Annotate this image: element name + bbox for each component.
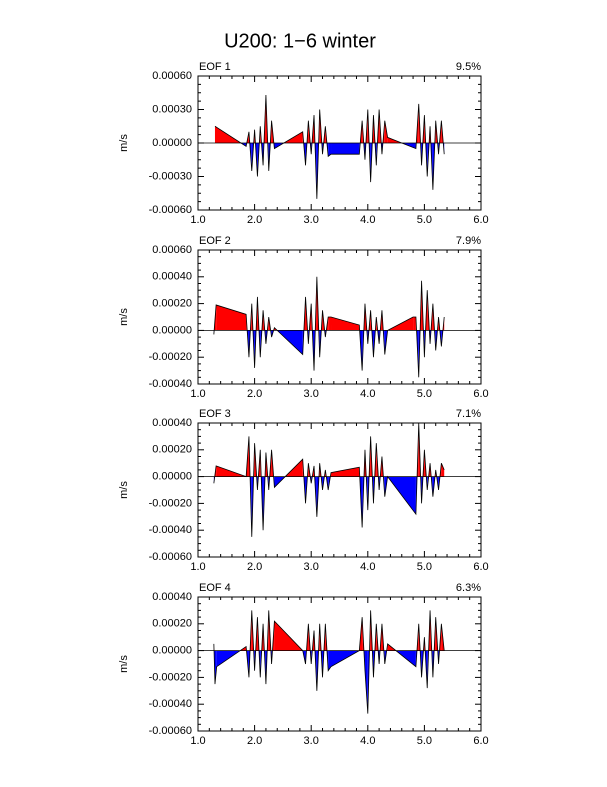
- y-tick-label: -0.00020: [149, 351, 192, 363]
- x-tick-label: 1.0: [190, 735, 205, 747]
- x-tick-label: 2.0: [247, 214, 262, 226]
- x-tick-label: 2.0: [247, 561, 262, 573]
- panel: -0.00060 -0.00040 -0.00020 0.00000 0.00020 0.…: [118, 582, 489, 747]
- y-tick-label: 0.00040: [152, 271, 192, 283]
- data-line: [214, 94, 445, 199]
- x-tick-label: 6.0: [473, 735, 488, 747]
- y-tick-label: -0.00060: [149, 725, 192, 737]
- y-tick-label: -0.00030: [149, 170, 192, 182]
- panel-label: EOF 2: [199, 235, 231, 247]
- x-tick-label: 4.0: [360, 735, 375, 747]
- x-tick-label: 3.0: [304, 214, 319, 226]
- y-tick-label: 0.00000: [152, 324, 192, 336]
- x-tick-label: 1.0: [190, 561, 205, 573]
- negative-fill: [328, 650, 332, 671]
- panel-annotation: 7.9%: [456, 235, 481, 247]
- y-tick-label: -0.00040: [149, 698, 192, 710]
- positive-fill: [216, 304, 247, 331]
- panel-label: EOF 1: [199, 61, 231, 73]
- x-tick-label: 1.0: [190, 388, 205, 400]
- y-tick-label: 0.00060: [152, 244, 192, 256]
- positive-fill: [441, 463, 445, 477]
- y-tick-label: -0.00040: [149, 378, 192, 390]
- data-line: [213, 276, 445, 378]
- panel-annotation: 6.3%: [456, 582, 481, 594]
- y-tick-label: -0.00020: [149, 671, 192, 683]
- x-tick-label: 5.0: [417, 214, 432, 226]
- panel: -0.00040 -0.00020 0.00000 0.00020 0.00040 0.0…: [118, 235, 489, 400]
- y-tick-label: 0.00000: [152, 137, 192, 149]
- x-tick-label: 1.0: [190, 214, 205, 226]
- panel-label: EOF 4: [199, 582, 231, 594]
- y-tick-label: 0.00020: [152, 444, 192, 456]
- panel: -0.00060 -0.00040 -0.00020 0.00000 0.00020 0.…: [118, 408, 489, 573]
- panel-label: EOF 3: [199, 408, 231, 420]
- x-tick-label: 2.0: [247, 735, 262, 747]
- x-tick-label: 5.0: [417, 735, 432, 747]
- x-tick-label: 2.0: [247, 388, 262, 400]
- x-tick-label: 4.0: [360, 388, 375, 400]
- y-tick-label: -0.00060: [149, 551, 192, 563]
- y-tick-label: 0.00060: [152, 70, 192, 82]
- data-line: [213, 422, 445, 537]
- data-line: [213, 610, 445, 714]
- y-tick-label: 0.00040: [152, 591, 192, 603]
- positive-fill: [328, 317, 332, 331]
- x-tick-label: 3.0: [304, 735, 319, 747]
- x-tick-label: 3.0: [304, 561, 319, 573]
- figure-title: U200: 1−6 winter: [224, 30, 376, 52]
- x-tick-label: 6.0: [473, 561, 488, 573]
- y-tick-label: 0.00000: [152, 645, 192, 657]
- positive-fill: [331, 467, 360, 477]
- x-tick-label: 3.0: [304, 388, 319, 400]
- positive-fill: [413, 317, 416, 331]
- x-tick-label: 6.0: [473, 214, 488, 226]
- x-tick-label: 5.0: [417, 561, 432, 573]
- positive-fill: [331, 317, 360, 331]
- y-tick-label: -0.00060: [149, 204, 192, 216]
- y-axis-label: m/s: [118, 134, 130, 152]
- y-tick-label: 0.00030: [152, 103, 192, 115]
- x-tick-label: 5.0: [417, 388, 432, 400]
- y-tick-label: 0.00000: [152, 471, 192, 483]
- negative-fill: [328, 143, 332, 157]
- y-tick-label: 0.00020: [152, 618, 192, 630]
- y-axis-label: m/s: [118, 308, 130, 326]
- negative-fill: [331, 143, 360, 155]
- panel-annotation: 7.1%: [456, 408, 481, 420]
- y-tick-label: -0.00040: [149, 524, 192, 536]
- y-axis-label: m/s: [118, 655, 130, 673]
- x-tick-label: 4.0: [360, 214, 375, 226]
- panel: -0.00060 -0.00030 0.00000 0.00030 0.00060 1.0…: [118, 61, 489, 226]
- x-tick-label: 4.0: [360, 561, 375, 573]
- x-tick-label: 6.0: [473, 388, 488, 400]
- y-tick-label: -0.00020: [149, 497, 192, 509]
- y-tick-label: 0.00020: [152, 298, 192, 310]
- y-axis-label: m/s: [118, 481, 130, 499]
- panel-annotation: 9.5%: [456, 61, 481, 73]
- y-tick-label: 0.00040: [152, 417, 192, 429]
